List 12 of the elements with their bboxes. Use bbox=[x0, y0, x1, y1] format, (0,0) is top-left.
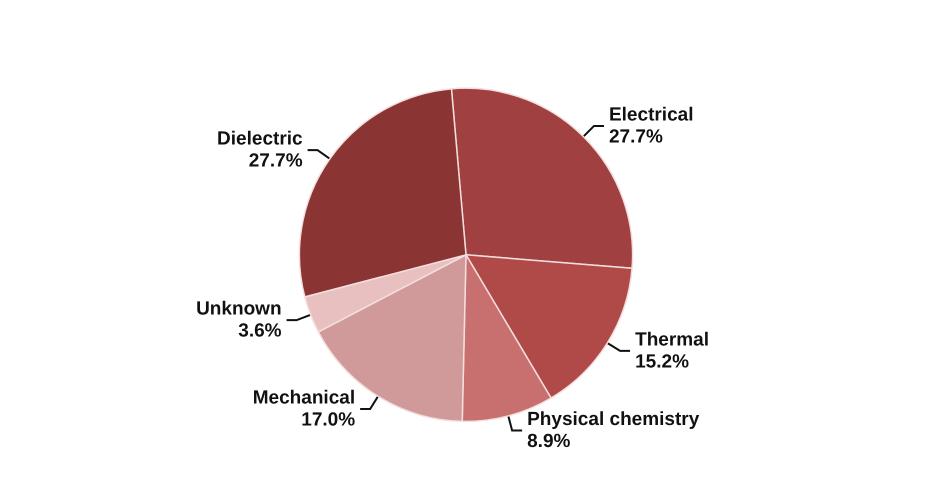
data-label: 15.2% bbox=[635, 351, 690, 372]
slice-label: Dielectric bbox=[217, 128, 304, 150]
slice-label: Unknown bbox=[196, 298, 282, 320]
data-label: 27.7% bbox=[248, 150, 303, 172]
data-label: 8.9% bbox=[527, 430, 571, 452]
slice-label: Electrical bbox=[608, 104, 694, 126]
data-label: 17.0% bbox=[301, 410, 356, 431]
slice-label: Physical chemistry bbox=[527, 408, 700, 430]
data-label: 27.7% bbox=[608, 126, 663, 148]
slice-label: Thermal bbox=[635, 329, 710, 350]
data-label: 3.6% bbox=[238, 320, 282, 342]
slice-label: Mechanical bbox=[252, 388, 356, 409]
